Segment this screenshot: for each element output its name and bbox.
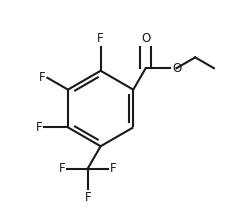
Text: F: F [36,121,42,134]
Text: F: F [84,191,91,204]
Text: F: F [109,162,116,175]
Text: F: F [39,71,46,84]
Text: F: F [97,32,104,45]
Text: O: O [141,32,150,45]
Text: F: F [59,162,65,175]
Text: O: O [172,62,181,75]
